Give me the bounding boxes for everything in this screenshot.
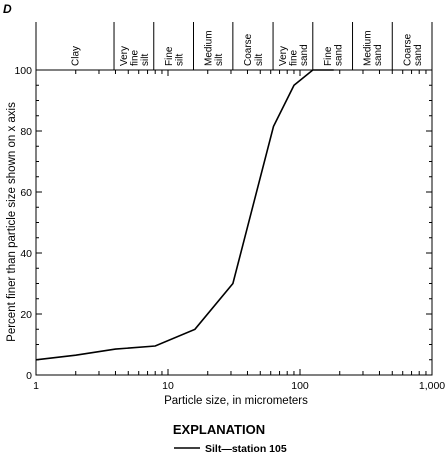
size-class-label: Coarsesilt	[243, 33, 265, 66]
plot-border	[35, 69, 433, 376]
y-tick-label: 20	[20, 309, 32, 321]
size-class-label: Mediumsilt	[203, 30, 225, 66]
size-class-label: Mediumsand	[363, 30, 385, 66]
legend-entry-label: Silt—station 105	[205, 443, 287, 455]
series-layer	[35, 69, 334, 361]
x-tick-label: 1,000	[419, 380, 445, 392]
plot-frame	[35, 69, 433, 376]
x-tick-label: 1	[33, 380, 39, 392]
y-tick-label: 0	[26, 370, 32, 382]
x-tick-label: 10	[162, 380, 174, 392]
size-class-label: Clay	[71, 46, 82, 66]
series-line-silt-station-105	[35, 69, 334, 361]
y-tick-label: 100	[14, 65, 32, 77]
size-class-header: Clay Veryfinesilt Finesilt Mediumsilt Coarse…	[35, 22, 433, 70]
legend-title: EXPLANATION	[173, 422, 265, 437]
size-class-label: Veryfinesilt	[119, 46, 151, 66]
size-class-label: Veryfinesand	[278, 44, 310, 66]
size-class-label: Coarsesand	[402, 33, 424, 66]
size-class-label: Finesand	[323, 44, 345, 66]
y-tick-label: 60	[20, 187, 32, 199]
x-axis: 1 10 100 1,000	[33, 70, 445, 392]
x-tick-label: 100	[291, 380, 309, 392]
y-tick-label: 80	[20, 126, 32, 138]
size-class-label: Finesilt	[164, 46, 186, 66]
y-axis: 0 20 40 60 80 100	[14, 65, 432, 382]
x-axis-title: Particle size, in micrometers	[164, 395, 308, 407]
y-axis-title: Percent finer than particle size shown o…	[6, 102, 18, 342]
panel-letter: D	[3, 2, 12, 16]
legend: EXPLANATION Silt—station 105	[173, 422, 287, 455]
y-tick-label: 40	[20, 248, 32, 260]
